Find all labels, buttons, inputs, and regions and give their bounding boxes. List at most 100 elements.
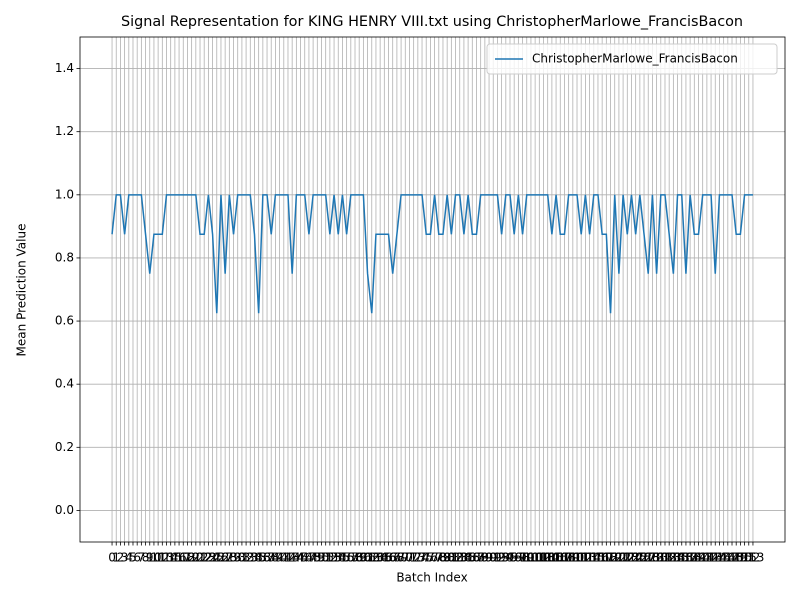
x-tick-label: 19 [184,551,199,565]
x-tick-label: 108 [553,551,576,565]
x-tick-label: 65 [377,551,392,565]
x-tick-label: 9 [146,551,154,565]
x-tick-label: 52 [322,551,337,565]
x-tick-label: 15 [167,551,182,565]
x-tick-label: 57 [343,551,358,565]
x-tick-label: 96 [507,551,522,565]
series-line [111,194,753,314]
x-tick-label: 76 [423,551,438,565]
x-tick-label: 112 [570,551,593,565]
x-tick-label: 27 [218,551,233,565]
x-tick-label: 68 [389,551,404,565]
x-tick-label: 6 [133,551,141,565]
x-tick-label: 70 [398,551,413,565]
x-tick-label: 39 [268,551,283,565]
x-tick-label: 21 [192,551,207,565]
x-tick-label: 136 [670,551,693,565]
x-tick-label: 138 [679,551,702,565]
x-tick-label: 3 [121,551,129,565]
x-tick-label: 44 [289,551,304,565]
x-tick-label: 153 [742,551,765,565]
x-tick-label: 132 [654,551,677,565]
x-tick-label: 128 [637,551,660,565]
x-tick-label: 88 [473,551,488,565]
x-tick-label: 1 [112,551,120,565]
x-tick-label: 42 [280,551,295,565]
x-tick-label: 137 [674,551,697,565]
x-tick-label: 97 [511,551,526,565]
x-tick-label: 60 [356,551,371,565]
x-tick-label: 83 [452,551,467,565]
x-tick-label: 17 [176,551,191,565]
x-tick-label: 142 [695,551,718,565]
y-tick-label: 1.0 [55,187,74,201]
x-tick-label: 16 [171,551,186,565]
x-tick-label: 150 [729,551,752,565]
y-tick-label: 0.4 [55,377,74,391]
x-tick-label: 126 [628,551,651,565]
x-tick-label: 87 [469,551,484,565]
x-tick-label: 102 [528,551,551,565]
x-tick-label: 104 [536,551,559,565]
x-tick-label: 14 [163,551,178,565]
x-tick-label: 130 [645,551,668,565]
x-tick-label: 100 [519,551,542,565]
x-tick-label: 64 [372,551,387,565]
x-tick-label: 7 [138,551,146,565]
x-tick-label: 79 [435,551,450,565]
x-tick-label: 61 [360,551,375,565]
x-tick-label: 12 [155,551,170,565]
x-tick-label: 134 [662,551,685,565]
x-tick-label: 29 [226,551,241,565]
x-tick-label: 81 [444,551,459,565]
x-tick-label: 26 [213,551,228,565]
x-tick-label: 94 [498,551,513,565]
legend: ChristopherMarlowe_FrancisBacon [486,43,778,75]
x-tick-label: 146 [712,551,735,565]
x-tick-label: 73 [410,551,425,565]
x-tick-label: 25 [209,551,224,565]
x-tick-label: 43 [285,551,300,565]
x-tick-label: 67 [385,551,400,565]
x-tick-label: 116 [587,551,610,565]
x-tick-label: 35 [251,551,266,565]
x-tick-label: 135 [666,551,689,565]
x-tick-label: 86 [465,551,480,565]
x-tick-label: 115 [582,551,605,565]
x-tick-label: 141 [691,551,714,565]
x-tick-label: 89 [477,551,492,565]
x-tick-label: 71 [402,551,417,565]
x-tick-label: 95 [502,551,517,565]
x-tick-label: 38 [264,551,279,565]
x-tick-label: 143 [700,551,723,565]
x-tick-label: 36 [255,551,270,565]
x-tick-label: 91 [486,551,501,565]
y-axis-label: Mean Prediction Value [15,224,29,357]
x-tick-label: 114 [578,551,601,565]
x-tick-label: 82 [448,551,463,565]
x-tick-label: 127 [633,551,656,565]
x-tick-label: 22 [197,551,212,565]
x-tick-label: 54 [331,551,346,565]
x-tick-label: 62 [364,551,379,565]
legend-label: ChristopherMarlowe_FrancisBacon [532,52,738,66]
x-tick-label: 105 [540,551,563,565]
x-tick-label: 13 [159,551,174,565]
x-tick-label: 8 [142,551,150,565]
x-tick-label: 5 [129,551,137,565]
x-tick-label: 28 [222,551,237,565]
x-tick-label: 147 [716,551,739,565]
x-tick-label: 121 [607,551,630,565]
x-tick-label: 131 [649,551,672,565]
x-tick-label: 133 [658,551,681,565]
x-tick-label: 4 [125,551,133,565]
chart-title: Signal Representation for KING HENRY VII… [121,14,743,30]
x-tick-label: 23 [201,551,216,565]
x-tick-label: 84 [456,551,471,565]
x-tick-label: 0 [108,551,116,565]
x-tick-label: 151 [733,551,756,565]
x-tick-label: 111 [566,551,589,565]
x-tick-label: 41 [276,551,291,565]
x-tick-label: 119 [599,551,622,565]
